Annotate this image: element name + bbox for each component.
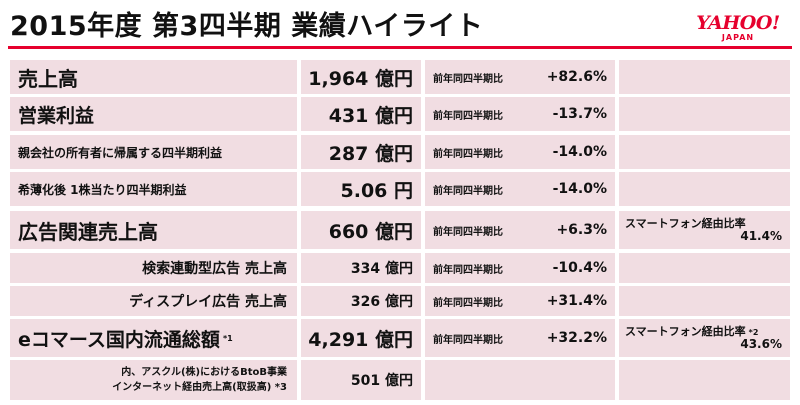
row-value: 334 億円 — [301, 253, 421, 283]
row-label: eコマース国内流通総額 *1 — [10, 319, 297, 357]
row-value: 4,291 億円 — [301, 319, 421, 357]
smartphone-ratio-note: スマートフォン経由比率 *2 43.6% — [619, 319, 790, 357]
comparison-label: 前年同四半期比 — [433, 185, 503, 197]
row-value: 287 億円 — [301, 135, 421, 169]
comparison-value: -10.4% — [552, 260, 607, 276]
comparison-value: -14.0% — [552, 144, 607, 160]
row-label: 検索連動型広告 売上高 — [10, 253, 297, 283]
yahoo-japan-logo: YAHOO! JAPAN — [688, 14, 788, 42]
note-cell-empty — [619, 97, 790, 131]
note-label-text: スマートフォン経由比率 — [625, 325, 746, 338]
row-comparison: 前年同四半期比 +82.6% — [425, 60, 615, 94]
comparison-label: 前年同四半期比 — [433, 226, 503, 238]
row-comparison: 前年同四半期比 -14.0% — [425, 172, 615, 206]
row-comparison: 前年同四半期比 -14.0% — [425, 135, 615, 169]
logo-main-text: YAHOO! — [696, 12, 780, 34]
footnote-marker: *2 — [748, 328, 759, 337]
comparison-label: 前年同四半期比 — [433, 148, 503, 160]
note-cell-empty — [619, 135, 790, 169]
comparison-value: +31.4% — [546, 293, 607, 309]
row-label-line1: 内、アスクル(株)におけるBtoB事業 — [121, 367, 287, 378]
note-cell-empty — [619, 172, 790, 206]
comparison-label: 前年同四半期比 — [433, 264, 503, 276]
comparison-value: +32.2% — [546, 330, 607, 346]
row-label: 親会社の所有者に帰属する四半期利益 — [10, 135, 297, 169]
row-value: 326 億円 — [301, 286, 421, 316]
row-label: ディスプレイ広告 売上高 — [10, 286, 297, 316]
row-comparison: 前年同四半期比 +31.4% — [425, 286, 615, 316]
note-value: 41.4% — [740, 229, 782, 243]
row-value: 501 億円 — [301, 360, 421, 400]
row-comparison: 前年同四半期比 +6.3% — [425, 211, 615, 249]
row-label: 営業利益 — [10, 97, 297, 131]
comparison-value: -14.0% — [552, 181, 607, 197]
row-comparison: 前年同四半期比 +32.2% — [425, 319, 615, 357]
page-title: 2015年度 第3四半期 業績ハイライト — [10, 11, 484, 42]
smartphone-ratio-note: スマートフォン経由比率 41.4% — [619, 211, 790, 249]
comparison-label: 前年同四半期比 — [433, 110, 503, 122]
note-label: スマートフォン経由比率 — [625, 217, 746, 230]
comparison-label: 前年同四半期比 — [433, 73, 503, 85]
comparison-cell-empty — [425, 360, 615, 400]
row-label: 希薄化後 1株当たり四半期利益 — [10, 172, 297, 206]
logo-sub-text: JAPAN — [721, 33, 755, 42]
footnote-marker: *1 — [222, 333, 233, 343]
row-label-text: eコマース国内流通総額 — [18, 328, 220, 351]
header-divider — [8, 46, 792, 49]
row-value: 5.06 円 — [301, 172, 421, 206]
row-label: 内、アスクル(株)におけるBtoB事業 インターネット経由売上高(取扱高) *3 — [10, 360, 297, 400]
comparison-label: 前年同四半期比 — [433, 297, 503, 309]
note-cell-empty — [619, 286, 790, 316]
note-value: 43.6% — [740, 337, 782, 351]
row-label: 広告関連売上高 — [10, 211, 297, 249]
note-label: スマートフォン経由比率 *2 — [625, 323, 758, 339]
row-value: 431 億円 — [301, 97, 421, 131]
comparison-value: -13.7% — [552, 106, 607, 122]
note-cell-empty — [619, 60, 790, 94]
note-cell-empty — [619, 253, 790, 283]
note-cell-empty — [619, 360, 790, 400]
row-label: 売上高 — [10, 60, 297, 94]
row-comparison: 前年同四半期比 -13.7% — [425, 97, 615, 131]
row-comparison: 前年同四半期比 -10.4% — [425, 253, 615, 283]
comparison-value: +6.3% — [556, 222, 607, 238]
row-value: 660 億円 — [301, 211, 421, 249]
row-label-line2: インターネット経由売上高(取扱高) *3 — [112, 382, 287, 393]
comparison-label: 前年同四半期比 — [433, 334, 503, 346]
comparison-value: +82.6% — [546, 69, 607, 85]
row-value: 1,964 億円 — [301, 60, 421, 94]
